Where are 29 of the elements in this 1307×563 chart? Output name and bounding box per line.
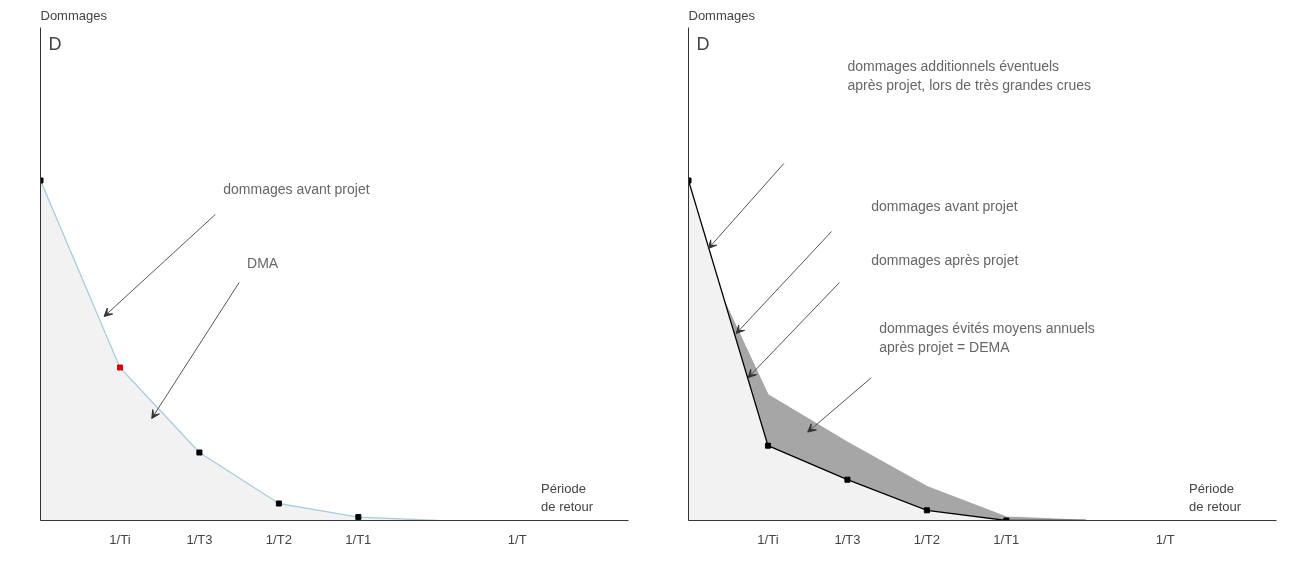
point — [275, 500, 282, 507]
x-axis-title: Période de retour — [1189, 480, 1242, 514]
point — [764, 442, 771, 449]
annotation: dommages après projet — [871, 251, 1019, 268]
point — [355, 514, 362, 521]
x-tick-label: 1/T1 — [345, 531, 372, 547]
x-tick-label: 1/Ti — [757, 531, 779, 547]
annotation: dommages avant projet — [871, 197, 1018, 214]
chart-title: Dommages — [40, 7, 108, 23]
text: dommages additionnels éventuels après projet, lors de très grandes crues — [847, 58, 1091, 94]
annotation: DMA — [247, 255, 279, 272]
point — [116, 364, 123, 371]
x-tick-label: 1/T2 — [913, 531, 940, 547]
point — [923, 507, 930, 514]
y-axis-title: D — [48, 34, 62, 55]
x-tick-label: 1/Ti — [109, 531, 131, 547]
annotation: dommages évités moyens annuels après projet = DEMA — [879, 319, 1095, 356]
x-tick-label: 1/T2 — [265, 531, 292, 547]
x-tick-label: 1/T3 — [186, 531, 213, 547]
y-axis-title: D — [696, 34, 710, 55]
x-tick-label: 1/T — [1155, 531, 1175, 547]
x-tick-label: 1/T1 — [993, 531, 1020, 547]
annotation: dommages avant projet — [223, 180, 370, 197]
x-tick-label: 1/T — [507, 531, 527, 547]
point — [196, 449, 203, 456]
x-tick-label: 1/T3 — [834, 531, 861, 547]
x-axis-title: Période de retour — [541, 480, 594, 514]
point — [844, 476, 851, 483]
chart-title: Dommages — [688, 7, 756, 23]
